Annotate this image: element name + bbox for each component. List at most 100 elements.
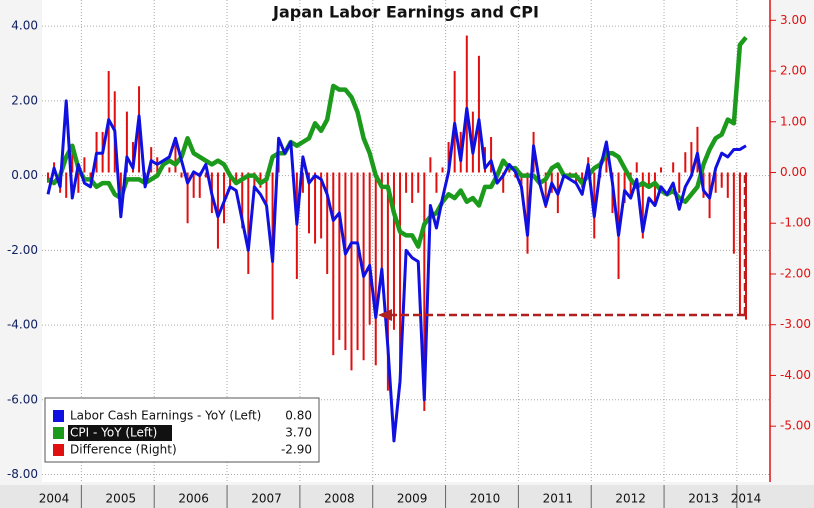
- bar: [732, 172, 735, 254]
- y2-tick-label: 0.00: [780, 165, 807, 179]
- annotation-arrowhead: [378, 309, 392, 321]
- bar: [660, 167, 663, 173]
- bar: [696, 126, 699, 173]
- bar: [386, 172, 389, 391]
- bar: [174, 136, 177, 173]
- bar: [265, 172, 268, 209]
- bar: [641, 172, 644, 239]
- bar: [168, 167, 171, 173]
- bar: [253, 172, 256, 188]
- bar: [447, 142, 450, 173]
- bar: [301, 172, 304, 193]
- bar: [417, 172, 420, 193]
- bar: [380, 172, 383, 285]
- y2-tick-label: -4.00: [780, 368, 811, 382]
- x-tick-label: 2006: [178, 492, 209, 506]
- y2-tick-label: 1.00: [780, 114, 807, 128]
- bar: [77, 172, 80, 193]
- bar: [198, 172, 201, 198]
- bar: [672, 162, 675, 173]
- legend-swatch: [53, 444, 64, 456]
- y-tick-label: 0.00: [11, 168, 38, 182]
- chart-title: Japan Labor Earnings and CPI: [272, 3, 539, 22]
- bar: [47, 172, 49, 183]
- x-tick-label: 2004: [39, 492, 70, 506]
- bar: [477, 55, 480, 173]
- bar: [338, 172, 341, 340]
- bar: [429, 157, 432, 173]
- bar: [520, 172, 523, 188]
- bar: [307, 172, 310, 234]
- bar: [192, 172, 195, 198]
- bar: [738, 172, 741, 315]
- x-tick-label: 2008: [324, 492, 355, 506]
- bar: [405, 172, 408, 193]
- bar: [368, 172, 371, 325]
- bar: [720, 172, 723, 188]
- bar: [89, 172, 92, 178]
- legend-value: 0.80: [285, 409, 312, 423]
- x-tick-label: 2012: [615, 492, 646, 506]
- x-tick-label: 2009: [397, 492, 428, 506]
- bar: [374, 172, 377, 366]
- line: [46, 35, 748, 249]
- legend-swatch: [53, 427, 64, 439]
- bar: [71, 147, 74, 173]
- y2-tick-label: -2.00: [780, 266, 811, 280]
- bar: [83, 157, 86, 173]
- bar: [465, 35, 468, 173]
- bar: [502, 172, 505, 193]
- bar: [362, 172, 365, 361]
- bar: [647, 172, 650, 188]
- x-tick-label: 2007: [251, 492, 282, 506]
- bar: [392, 172, 395, 330]
- bar: [235, 172, 238, 183]
- bar: [344, 172, 347, 351]
- legend-highlight: [68, 425, 172, 441]
- y-tick-label: -2.00: [7, 243, 38, 257]
- line: [46, 99, 747, 443]
- bar: [678, 172, 681, 193]
- x-axis-band: [0, 485, 814, 508]
- bar: [399, 172, 402, 376]
- bar: [125, 111, 128, 173]
- legend-swatch: [53, 410, 64, 422]
- legend-label: Labor Cash Earnings - YoY (Left): [70, 409, 261, 423]
- y-tick-label: -4.00: [7, 318, 38, 332]
- bar: [180, 172, 183, 178]
- x-tick-label: 2013: [688, 492, 719, 506]
- legend-value: 3.70: [285, 426, 312, 440]
- bar: [356, 172, 359, 351]
- x-tick-label: 2010: [470, 492, 501, 506]
- bar: [423, 172, 426, 411]
- legend: Labor Cash Earnings - YoY (Left) 0.80 CPI …: [44, 397, 320, 463]
- x-tick-label: 2011: [543, 492, 574, 506]
- x-tick-label: 2005: [106, 492, 137, 506]
- bar: [684, 152, 687, 173]
- bar: [241, 172, 244, 229]
- bar: [411, 172, 414, 203]
- bar: [653, 172, 656, 203]
- bar: [314, 172, 317, 244]
- y2-tick-label: 3.00: [780, 13, 807, 27]
- bar: [441, 167, 444, 173]
- bar: [295, 172, 298, 280]
- bar: [332, 172, 335, 356]
- y2-tick-label: -5.00: [780, 419, 811, 433]
- bar: [605, 157, 608, 173]
- legend-label: Difference (Right): [70, 443, 177, 457]
- y-tick-label: -6.00: [7, 392, 38, 406]
- bar: [326, 172, 329, 274]
- y2-tick-label: -3.00: [780, 317, 811, 331]
- bar: [714, 172, 717, 193]
- bar: [490, 136, 493, 173]
- legend-value: -2.90: [281, 443, 312, 457]
- bar: [453, 71, 456, 173]
- bar: [623, 172, 626, 203]
- bar: [350, 172, 353, 371]
- bar: [186, 172, 189, 224]
- y2-tick-label: 2.00: [780, 64, 807, 78]
- y-tick-label: -8.00: [7, 467, 38, 481]
- bar: [726, 172, 729, 198]
- y-tick-label: 4.00: [11, 19, 38, 33]
